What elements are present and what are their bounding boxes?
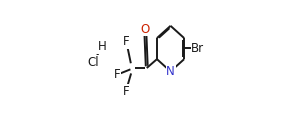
Text: O: O (141, 23, 150, 36)
Text: H: H (98, 40, 106, 53)
Text: N: N (166, 65, 175, 78)
Text: Cl: Cl (87, 56, 98, 69)
Text: F: F (123, 35, 130, 48)
Text: Br: Br (191, 42, 204, 55)
Text: F: F (123, 85, 130, 98)
Text: F: F (114, 68, 120, 81)
